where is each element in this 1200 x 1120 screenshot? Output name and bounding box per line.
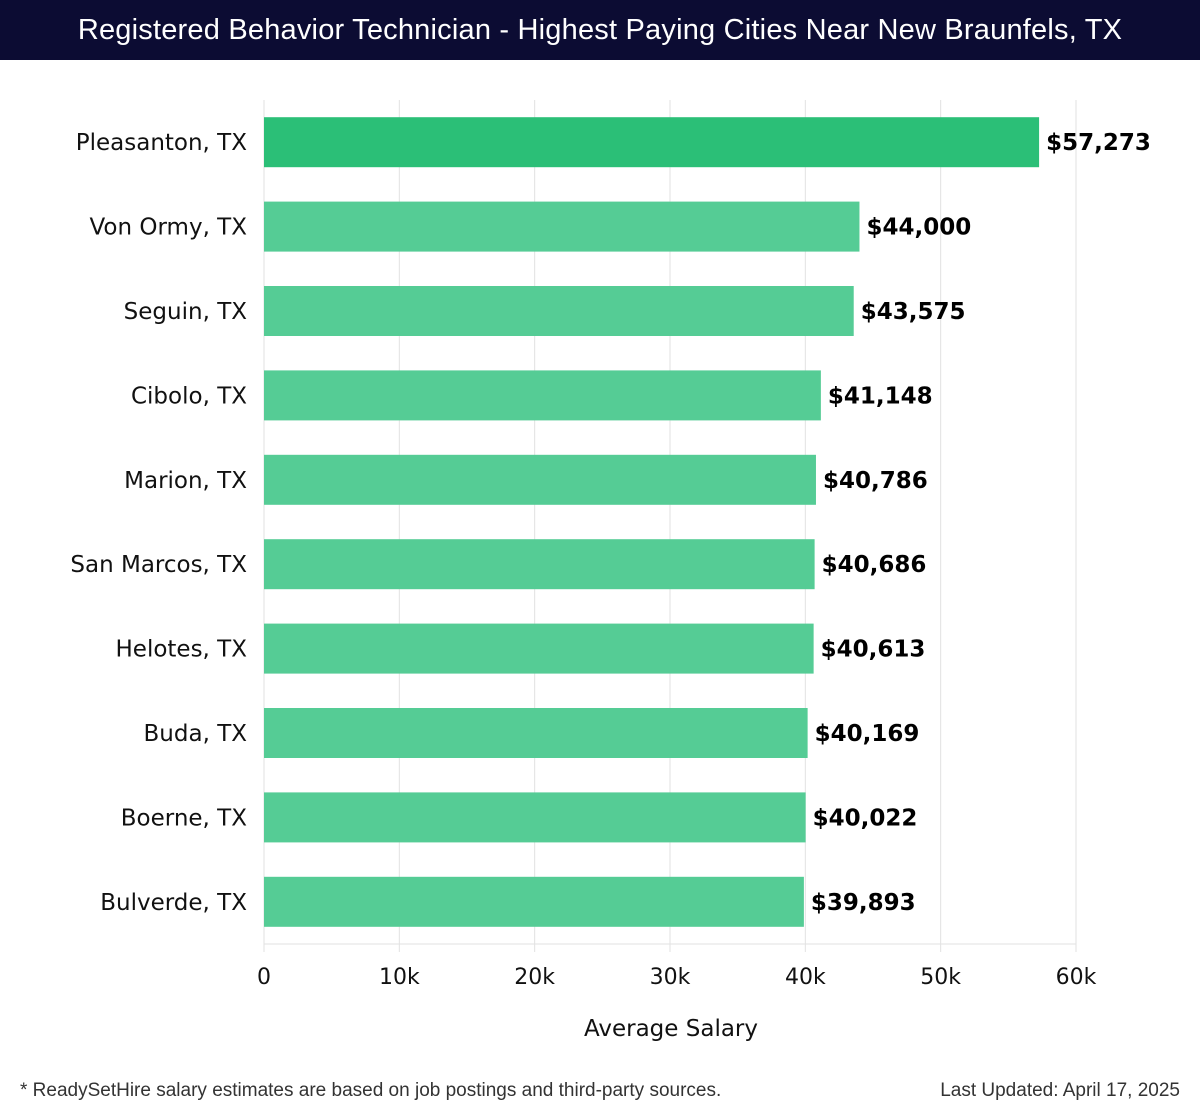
x-tick-label: 30k: [650, 965, 691, 990]
x-tick-label: 0: [257, 965, 271, 990]
bar: [264, 792, 806, 843]
x-tick-label: 60k: [1056, 965, 1097, 990]
category-label: Bulverde, TX: [100, 890, 247, 916]
category-label: Pleasanton, TX: [76, 130, 247, 156]
category-label: Boerne, TX: [121, 805, 247, 831]
bars: [264, 117, 1040, 927]
last-updated: Last Updated: April 17, 2025: [940, 1080, 1180, 1101]
x-tick-label: 10k: [379, 965, 420, 990]
x-axis-label: Average Salary: [584, 1016, 758, 1042]
bar-value-label: $43,575: [861, 299, 966, 325]
bar: [264, 201, 860, 252]
bar-value-label: $41,148: [828, 383, 933, 409]
category-label: Cibolo, TX: [131, 383, 247, 409]
bar: [264, 370, 821, 421]
bar-value-label: $40,169: [815, 721, 920, 747]
bar-value-label: $40,022: [813, 805, 918, 831]
bar: [264, 539, 815, 590]
bar-chart: $57,273 Pleasanton, TX $44,000 Von Ormy, TX…: [70, 100, 1151, 1042]
category-label: Buda, TX: [144, 721, 248, 747]
bar: [264, 117, 1040, 168]
x-tick-label: 50k: [920, 965, 961, 990]
bar-value-label: $44,000: [866, 215, 971, 241]
x-axis-ticks: 0 10k 20k 30k 40k 50k 60k: [257, 965, 1097, 990]
bar-value-label: $39,893: [811, 890, 916, 916]
bar: [264, 286, 854, 336]
bar: [264, 876, 804, 927]
category-label: Marion, TX: [124, 468, 247, 494]
bar-value-label: $40,613: [821, 637, 926, 663]
bar: [264, 708, 808, 758]
x-tick-label: 40k: [785, 965, 826, 990]
bar-value-label: $40,686: [822, 552, 927, 578]
category-label: Von Ormy, TX: [89, 215, 247, 241]
bar-value-label: $40,786: [823, 468, 928, 494]
chart-title: Registered Behavior Technician - Highest…: [0, 0, 1200, 60]
bar: [264, 454, 816, 505]
footer-note: * ReadySetHire salary estimates are base…: [20, 1080, 722, 1101]
category-label: Helotes, TX: [116, 637, 248, 663]
category-label: Seguin, TX: [124, 299, 248, 325]
category-label: San Marcos, TX: [70, 552, 247, 578]
category-labels: $57,273 Pleasanton, TX $44,000 Von Ormy, TX…: [70, 130, 1150, 916]
x-tick-label: 20k: [514, 965, 555, 990]
bar: [264, 623, 814, 674]
bar-value-label: $57,273: [1046, 130, 1151, 156]
